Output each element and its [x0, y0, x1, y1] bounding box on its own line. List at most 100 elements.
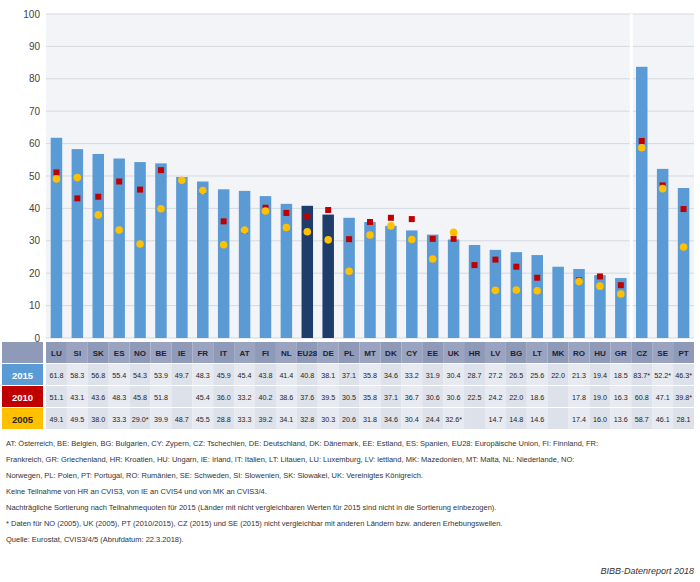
- value-label: 46.1: [656, 415, 670, 424]
- table-cell: [255, 386, 276, 407]
- table-cell: [506, 408, 527, 429]
- marker-square: [221, 218, 227, 224]
- marker-circle: [533, 287, 541, 295]
- value-label: 43.1: [70, 393, 84, 402]
- table-cell: [276, 342, 297, 363]
- table-cell: [171, 342, 192, 363]
- value-label: 28.1: [677, 415, 691, 424]
- footnote: * Daten für NO (2005), UK (2005), PT (20…: [6, 519, 502, 528]
- value-label: 25.6: [530, 371, 544, 380]
- category-label: SI: [74, 349, 82, 358]
- value-label: 49.5: [70, 415, 84, 424]
- value-label: 30.4: [447, 371, 461, 380]
- bar: [155, 163, 166, 338]
- table-cell: [589, 342, 610, 363]
- table-cell: [109, 364, 130, 385]
- value-label: 54.3: [133, 371, 147, 380]
- value-label: 19.4: [593, 371, 607, 380]
- table-cell: [276, 364, 297, 385]
- value-label: 83.7*: [633, 371, 650, 380]
- value-label: 22.0: [509, 393, 523, 402]
- table-cell: [192, 342, 213, 363]
- row-label-box: [2, 386, 43, 407]
- table-cell: [673, 342, 694, 363]
- table-cell: [151, 408, 172, 429]
- table-cell: [151, 342, 172, 363]
- marker-circle: [429, 255, 437, 263]
- table-cell: [276, 408, 297, 429]
- value-label: 51.1: [49, 393, 63, 402]
- table-cell: [255, 408, 276, 429]
- table-cell: [192, 408, 213, 429]
- marker-circle: [53, 175, 61, 183]
- value-label: 31.8: [363, 415, 377, 424]
- value-label: 45.5: [196, 415, 210, 424]
- table-cell: [464, 364, 485, 385]
- value-label: 14.8: [509, 415, 523, 424]
- marker-square: [639, 138, 645, 144]
- table-cell: [130, 364, 151, 385]
- bar: [594, 275, 605, 338]
- table-cell: [589, 386, 610, 407]
- bar: [615, 278, 626, 338]
- table-cell: [276, 386, 297, 407]
- table-cell: [610, 364, 631, 385]
- table-cell: [234, 364, 255, 385]
- value-label: 30.6: [447, 393, 461, 402]
- value-label: 45.4: [238, 371, 252, 380]
- marker-square: [158, 167, 164, 173]
- bar: [406, 230, 417, 338]
- marker-circle: [387, 222, 395, 230]
- table-cell: [297, 364, 318, 385]
- category-label: MK: [552, 349, 565, 358]
- table-cell: [380, 364, 401, 385]
- grid-line: [46, 143, 694, 144]
- bar: [385, 226, 396, 338]
- y-tick-label: 70: [29, 106, 41, 117]
- value-label: 16.3: [614, 393, 628, 402]
- table-cell: [401, 408, 422, 429]
- bar: [552, 267, 563, 338]
- value-label: 38.6: [279, 393, 293, 402]
- footnote: Norwegen, PL: Polen, PT: Portugal, RO: R…: [6, 471, 423, 480]
- table-cell: [610, 342, 631, 363]
- table-cell: [213, 342, 234, 363]
- value-label: 28.7: [468, 371, 482, 380]
- table-cell: [631, 408, 652, 429]
- category-label: PT: [678, 349, 688, 358]
- value-label: 58.3: [70, 371, 84, 380]
- table-cell: [569, 408, 590, 429]
- value-label: 46.3*: [675, 371, 692, 380]
- table-cell: [67, 386, 88, 407]
- table-cell: [506, 342, 527, 363]
- category-label: FR: [197, 349, 208, 358]
- table-cell: [255, 342, 276, 363]
- marker-circle: [492, 287, 500, 295]
- category-label: EU28: [297, 349, 318, 358]
- value-label: 36.0: [217, 393, 231, 402]
- marker-circle: [596, 282, 604, 290]
- table-cell: [130, 386, 151, 407]
- table-cell: [46, 342, 67, 363]
- table-cell: [67, 364, 88, 385]
- marker-circle: [241, 226, 249, 234]
- value-label: 52.2*: [654, 371, 671, 380]
- table-cell: [171, 408, 192, 429]
- category-label: PL: [344, 349, 354, 358]
- value-label: 35.8: [363, 393, 377, 402]
- table-cell: [506, 386, 527, 407]
- bar: [93, 154, 104, 338]
- value-label: 18.6: [530, 393, 544, 402]
- marker-circle: [199, 187, 207, 195]
- table-cell: [88, 408, 109, 429]
- plot-area: [46, 14, 694, 338]
- value-label: 30.6: [426, 393, 440, 402]
- bar: [490, 250, 501, 338]
- marker-circle: [680, 243, 688, 251]
- table-cell: [297, 342, 318, 363]
- value-label: 48.3: [196, 371, 210, 380]
- table-cell: [422, 342, 443, 363]
- value-label: 49.1: [49, 415, 63, 424]
- bar: [511, 252, 522, 338]
- table-cell: [234, 342, 255, 363]
